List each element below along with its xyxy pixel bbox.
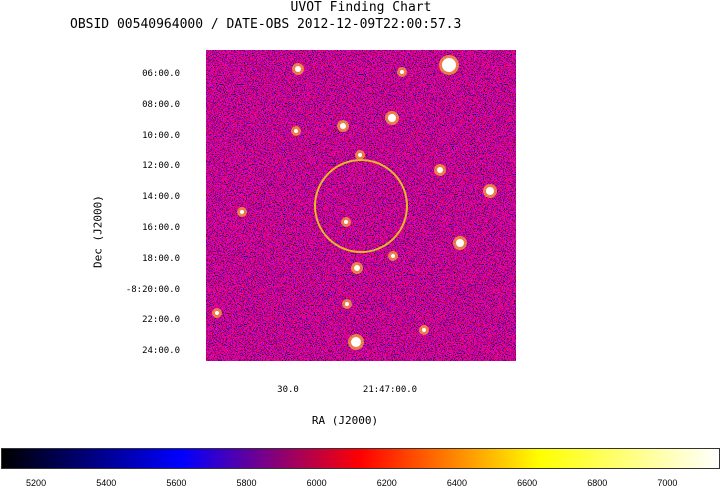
- y-axis-label: Dec (J2000): [91, 195, 105, 268]
- y-tick-label: 10:00.0: [142, 130, 180, 141]
- star: [340, 123, 346, 129]
- colorbar-tick-label: 5800: [236, 478, 257, 488]
- colorbar-tick-label: 6200: [376, 478, 397, 488]
- y-tick-label: 14:00.0: [142, 192, 180, 203]
- colorbar-tick-label: 5600: [166, 478, 187, 488]
- star: [215, 311, 219, 315]
- y-tick-label: 18:00.0: [142, 253, 180, 264]
- y-tick-label: 16:00.0: [142, 223, 180, 233]
- colorbar-tick-label: 6600: [517, 478, 538, 488]
- y-tick-label: -8:20:00.0: [125, 284, 180, 295]
- colorbar-tick-label: 5400: [96, 478, 117, 488]
- star: [354, 265, 360, 271]
- star: [442, 58, 456, 72]
- x-tick-label: 21:47:00.0: [362, 385, 418, 395]
- y-tick-label: 22:00.0: [142, 315, 180, 326]
- star: [400, 70, 404, 74]
- colorbar-tick-label: 6400: [446, 478, 467, 488]
- star: [437, 167, 443, 173]
- y-tick-label: 12:00.0: [142, 161, 180, 172]
- star: [344, 220, 348, 224]
- star: [295, 66, 301, 72]
- x-tick-label: 30.0: [277, 385, 299, 395]
- colorbar-tick-label: 6800: [587, 478, 608, 488]
- chart-title: UVOT Finding Chart: [290, 0, 432, 15]
- star: [240, 210, 244, 214]
- star: [351, 337, 361, 347]
- y-tick-label: 24:00.0: [142, 346, 180, 357]
- colorbar: [1, 448, 720, 469]
- star: [456, 239, 464, 247]
- star: [294, 129, 298, 133]
- source-circle: [314, 159, 408, 253]
- y-tick-label: 06:00.0: [142, 69, 180, 79]
- colorbar-tick-label: 6000: [306, 478, 327, 488]
- star: [358, 153, 362, 157]
- star: [422, 328, 426, 332]
- stars-layer: [212, 55, 497, 350]
- star: [486, 187, 494, 195]
- star: [345, 302, 349, 306]
- star: [391, 254, 395, 258]
- colorbar-tick-label: 7000: [657, 478, 678, 488]
- image-noise: [206, 50, 516, 361]
- chart-subtitle: OBSID 00540964000 / DATE-OBS 2012-12-09T…: [70, 17, 462, 32]
- y-tick-label: 08:00.0: [142, 99, 180, 110]
- colorbar-tick-label: 5200: [26, 478, 47, 488]
- x-axis-label: RA (J2000): [311, 414, 379, 427]
- star: [388, 114, 396, 122]
